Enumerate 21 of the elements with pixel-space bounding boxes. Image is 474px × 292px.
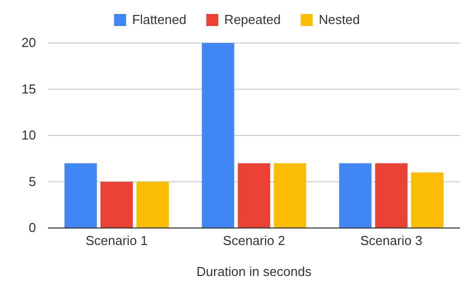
y-tick-label: 0 xyxy=(28,220,36,236)
y-tick-label: 20 xyxy=(22,35,36,50)
y-tick-label: 15 xyxy=(22,81,36,96)
bar xyxy=(136,182,169,228)
x-tick-label: Scenario 2 xyxy=(222,233,286,248)
bar xyxy=(100,182,133,228)
x-tick-label: Scenario 3 xyxy=(360,233,422,248)
bar xyxy=(238,163,270,228)
bar xyxy=(274,163,306,228)
y-tick-label: 5 xyxy=(28,174,36,189)
legend-label: Repeated xyxy=(224,12,281,27)
bar xyxy=(411,172,444,228)
legend-label: Nested xyxy=(318,12,360,27)
legend-label: Flattened xyxy=(132,12,186,27)
bar xyxy=(375,163,408,228)
bar xyxy=(339,163,372,228)
x-tick-label: Scenario 1 xyxy=(86,233,148,248)
y-tick-label: 10 xyxy=(22,128,36,143)
bar xyxy=(64,163,97,228)
x-axis-title: Duration in seconds xyxy=(196,264,312,279)
bar xyxy=(202,43,234,228)
